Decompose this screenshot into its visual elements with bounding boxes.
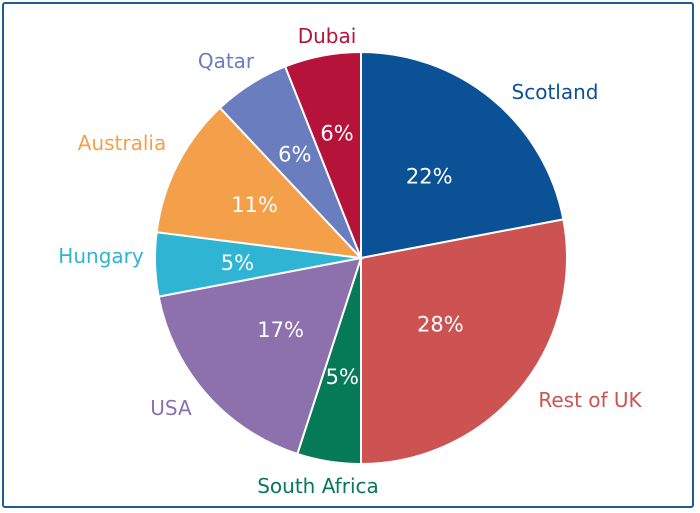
data-label-scotland: 22% [406, 164, 453, 188]
slice-label-dubai: Dubai [298, 24, 357, 48]
slice-australia [155, 106, 364, 260]
data-label-south-africa: 5% [326, 365, 359, 389]
data-label-hungary: 5% [221, 251, 254, 275]
data-label-australia: 11% [231, 193, 278, 217]
slice-dubai [283, 50, 362, 259]
slice-scotland [360, 50, 565, 260]
slice-label-usa: USA [150, 396, 192, 420]
slice-label-australia: Australia [78, 131, 166, 155]
slice-usa [157, 256, 363, 456]
slice-label-qatar: Qatar [198, 49, 255, 73]
data-label-usa: 17% [257, 318, 304, 342]
slice-label-hungary: Hungary [58, 244, 144, 268]
data-label-qatar: 6% [278, 143, 311, 167]
slice-label-scotland: Scotland [512, 80, 599, 104]
data-label-rest-of-uk: 28% [417, 313, 464, 337]
slice-rest-of-uk [360, 218, 568, 466]
data-label-dubai: 6% [320, 122, 353, 146]
slice-label-south-africa: South Africa [257, 474, 379, 498]
slice-label-rest-of-uk: Rest of UK [538, 388, 642, 412]
